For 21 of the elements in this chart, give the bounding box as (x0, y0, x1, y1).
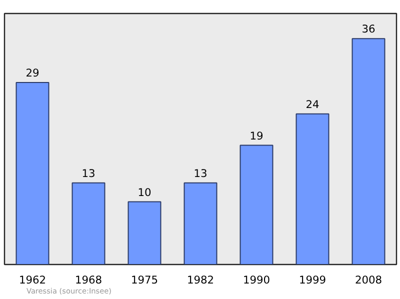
bar (184, 182, 218, 264)
x-tick-label: 2008 (354, 274, 382, 286)
x-tick-label: 1999 (298, 274, 326, 286)
x-tick-label: 1968 (74, 274, 102, 286)
bar (352, 38, 386, 264)
x-tick-label: 1975 (130, 274, 158, 286)
bar (16, 82, 50, 264)
x-tick-label: 1990 (242, 274, 270, 286)
data-label: 10 (138, 186, 152, 199)
bar (72, 182, 106, 264)
bar (296, 113, 330, 264)
data-label: 24 (306, 98, 320, 111)
x-tick-label: 1962 (18, 274, 46, 286)
data-label: 13 (194, 166, 208, 180)
data-label: 19 (250, 129, 264, 142)
data-label: 29 (26, 66, 40, 80)
bar (128, 201, 162, 264)
data-label: 13 (82, 166, 96, 180)
bar (240, 144, 274, 264)
x-tick-label: 1982 (186, 274, 214, 286)
data-label: 36 (362, 22, 376, 36)
